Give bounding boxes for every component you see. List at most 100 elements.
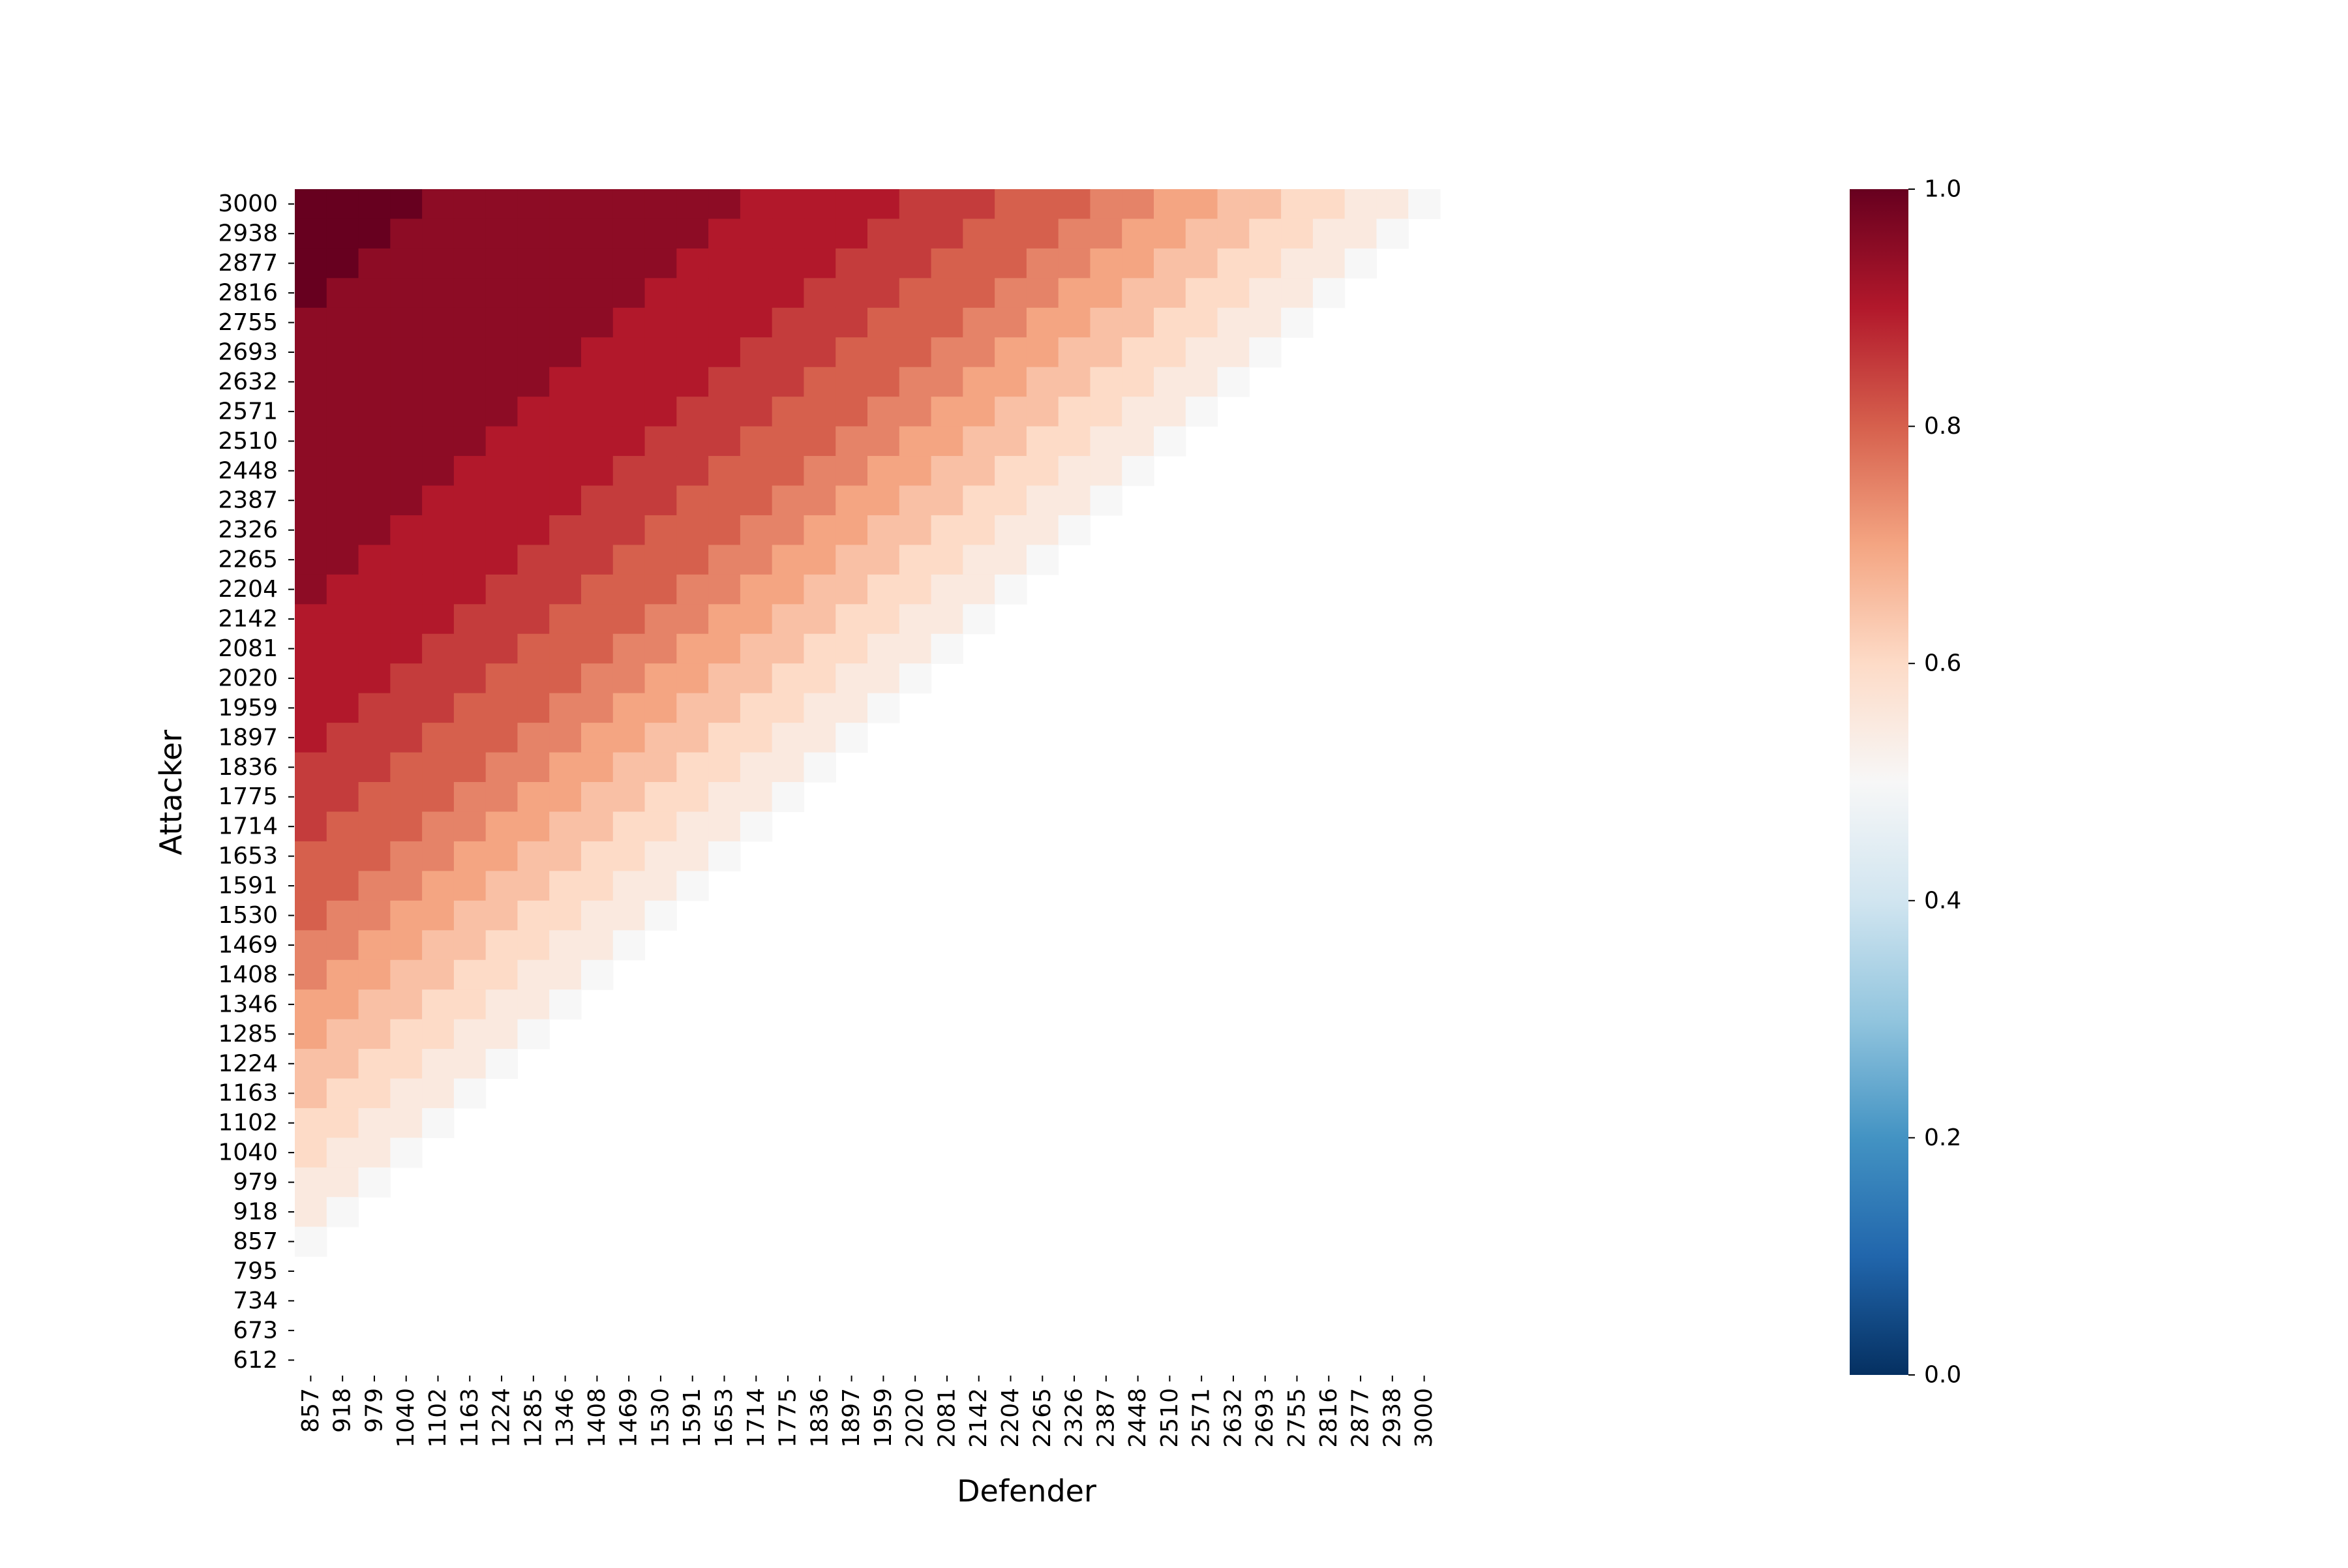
heatmap-cell	[1058, 337, 1091, 368]
heatmap-cell	[676, 782, 709, 813]
heatmap-cell	[612, 574, 646, 605]
heatmap-cell	[1090, 278, 1122, 309]
heatmap-cell	[1154, 219, 1186, 249]
heatmap-cell	[326, 752, 359, 783]
heatmap-cell	[1281, 248, 1314, 279]
x-tick-label: 1408	[584, 1388, 610, 1448]
heatmap-cell	[326, 959, 359, 990]
heatmap-cell	[1058, 515, 1091, 545]
heatmap-cell	[326, 604, 359, 635]
heatmap-cell	[485, 782, 519, 813]
heatmap-cell	[612, 663, 646, 694]
heatmap-cell	[676, 337, 709, 368]
heatmap-cell	[422, 189, 455, 220]
heatmap-cell	[644, 782, 677, 813]
x-tick-label: 3000	[1411, 1388, 1437, 1448]
heatmap-cell	[772, 397, 805, 427]
heatmap-cell	[1058, 485, 1091, 516]
heatmap-cell	[931, 485, 963, 516]
heatmap-cell	[390, 307, 423, 338]
heatmap-cell	[453, 1078, 487, 1109]
y-tick-label: 2816	[218, 280, 278, 307]
heatmap-cell	[708, 752, 741, 783]
heatmap-cell	[358, 219, 391, 249]
heatmap-cell	[931, 604, 963, 635]
heatmap-cell	[676, 248, 709, 279]
heatmap-cell	[644, 307, 677, 338]
heatmap-cell	[581, 782, 614, 813]
x-tick-label: 2938	[1379, 1388, 1406, 1448]
heatmap-cell	[326, 811, 359, 842]
heatmap-cell	[740, 545, 773, 575]
heatmap-cell	[581, 930, 614, 961]
y-tick-label: 1224	[218, 1050, 278, 1077]
heatmap-cell	[644, 456, 677, 487]
heatmap-cell	[1408, 189, 1441, 220]
heatmap-cell	[772, 219, 805, 249]
heatmap-cell	[517, 367, 550, 397]
heatmap-cell	[995, 189, 1027, 220]
heatmap-cell	[772, 693, 805, 723]
heatmap-cell	[899, 604, 932, 635]
heatmap-cell	[867, 545, 900, 575]
heatmap-cell	[295, 989, 327, 1020]
heatmap-cell	[517, 752, 550, 783]
heatmap-cell	[549, 248, 582, 279]
heatmap-cell	[772, 278, 805, 309]
heatmap-cell	[772, 456, 805, 487]
heatmap-cell	[422, 752, 455, 783]
heatmap-cell	[867, 456, 900, 487]
heatmap-cell	[295, 1019, 327, 1049]
y-tick-label: 1714	[218, 813, 278, 840]
heatmap-cell	[644, 900, 677, 931]
heatmap-cell	[804, 367, 836, 397]
heatmap-cell	[1344, 248, 1377, 279]
heatmap-cell	[549, 900, 582, 931]
heatmap-cell	[1090, 219, 1122, 249]
heatmap-cell	[295, 604, 327, 635]
heatmap-cell	[358, 604, 391, 635]
heatmap-cell	[963, 456, 995, 487]
heatmap-cell	[295, 426, 327, 457]
y-tick-label: 2755	[218, 309, 278, 336]
heatmap-cell	[358, 693, 391, 723]
heatmap-cell	[1281, 189, 1314, 220]
heatmap-cell	[549, 574, 582, 605]
heatmap-cell	[326, 426, 359, 457]
heatmap-cell	[867, 574, 900, 605]
heatmap-cell	[963, 426, 995, 457]
heatmap-cell	[1344, 189, 1377, 220]
heatmap-cell	[485, 307, 519, 338]
heatmap-cell	[326, 633, 359, 664]
heatmap-cell	[422, 515, 455, 545]
heatmap-cell	[485, 456, 519, 487]
y-tick-label: 1836	[218, 754, 278, 781]
heatmap-cell	[1376, 219, 1409, 249]
heatmap-cell	[517, 782, 550, 813]
heatmap-cell	[867, 337, 900, 368]
heatmap-cell	[581, 871, 614, 901]
heatmap-cell	[549, 219, 582, 249]
heatmap-cell	[485, 633, 519, 664]
heatmap-cell	[581, 189, 614, 220]
heatmap-cell	[963, 189, 995, 220]
heatmap-cell	[1122, 397, 1154, 427]
heatmap-cell	[326, 1138, 359, 1168]
heatmap-cell	[740, 485, 773, 516]
heatmap-cell	[740, 219, 773, 249]
heatmap-cell	[390, 841, 423, 871]
x-tick-label: 1163	[457, 1388, 483, 1448]
heatmap-cell	[422, 248, 455, 279]
heatmap-cell	[931, 337, 963, 368]
heatmap-cell	[453, 337, 487, 368]
y-tick-label: 2326	[218, 517, 278, 543]
x-tick-label: 918	[329, 1388, 356, 1433]
heatmap-cell	[549, 989, 582, 1020]
heatmap-cell	[612, 782, 646, 813]
heatmap-cell	[358, 1108, 391, 1138]
heatmap-cell	[453, 1049, 487, 1079]
x-tick-label: 2632	[1220, 1388, 1246, 1448]
heatmap-cell	[390, 723, 423, 753]
heatmap-cell	[358, 189, 391, 220]
heatmap-cell	[612, 219, 646, 249]
